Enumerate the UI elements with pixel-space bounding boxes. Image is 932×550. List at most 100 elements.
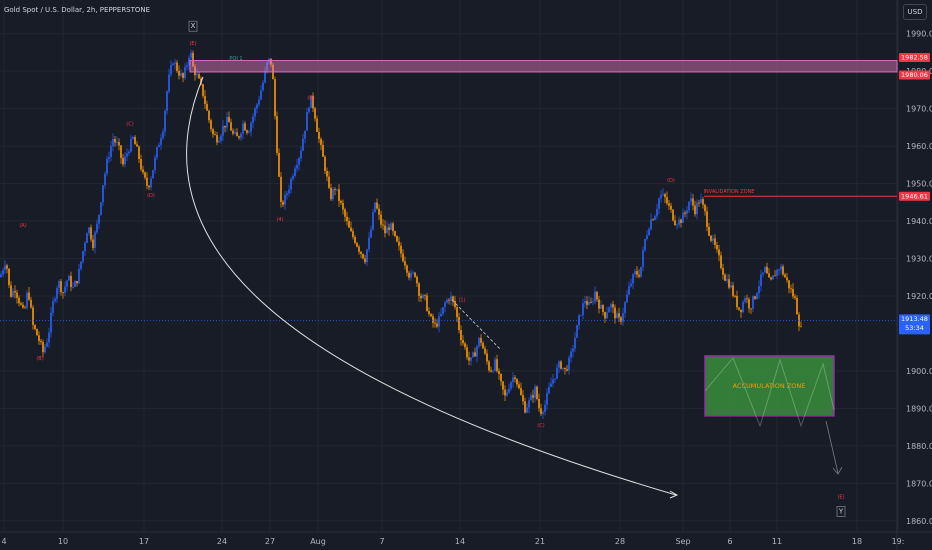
y-tick-label: 1920.00 — [906, 292, 932, 301]
candle-body — [16, 292, 18, 298]
y-tick-label: 1940.00 — [906, 217, 932, 226]
candle-body — [40, 340, 42, 343]
candle-body — [214, 134, 216, 136]
candle-body — [220, 135, 222, 141]
candle-body — [588, 301, 590, 305]
x-tick-label: 11 — [772, 537, 782, 546]
candle-body — [392, 223, 394, 232]
candle-body — [566, 369, 568, 371]
annotation-box — [188, 20, 198, 32]
candle-body — [770, 277, 772, 280]
candle-body — [530, 395, 532, 401]
candle-body — [494, 359, 496, 371]
x-tick-label: 21 — [535, 537, 545, 546]
candle-body — [684, 212, 686, 214]
x-tick-label: Sep — [675, 537, 690, 546]
candle-body — [702, 199, 704, 205]
x-tick-label: 14 — [455, 537, 465, 546]
candle-body — [540, 408, 542, 414]
candle-body — [112, 138, 114, 147]
candle-body — [664, 194, 666, 198]
candle-body — [42, 342, 44, 353]
candle-body — [576, 325, 578, 338]
candle-body — [560, 361, 562, 369]
candles — [0, 49, 802, 420]
candle-body — [326, 170, 328, 177]
candle-body — [682, 212, 684, 223]
candle-body — [176, 62, 178, 71]
candle-body — [108, 157, 110, 159]
candle-body — [608, 307, 610, 313]
candle-body — [536, 386, 538, 399]
candle-body — [136, 144, 138, 147]
candle-body — [142, 169, 144, 173]
zone-arrowhead — [832, 466, 843, 475]
price-label: 1946.61 — [901, 192, 928, 200]
x-tick-label: 24 — [217, 537, 227, 546]
candle-body — [206, 104, 208, 111]
candle-body — [510, 381, 512, 389]
annotation-invalidation: INVALIDATION ZONE — [704, 189, 755, 195]
candle-body — [714, 238, 716, 246]
candle-body — [506, 392, 508, 396]
annotation-wave-c-low: (C) — [537, 423, 544, 429]
candle-body — [756, 293, 758, 299]
candle-body — [514, 377, 516, 380]
candle-body — [276, 116, 278, 153]
candle-body — [180, 73, 182, 76]
candle-body — [538, 398, 540, 409]
candle-body — [60, 281, 62, 293]
candle-body — [368, 237, 370, 250]
candle-body — [90, 227, 92, 240]
candle-body — [222, 125, 224, 136]
candle-body — [122, 157, 124, 165]
candle-body — [64, 286, 66, 293]
annotation-poi: POI 1 — [229, 56, 242, 62]
candle-body — [720, 255, 722, 269]
candle-body — [144, 172, 146, 178]
candle-body — [580, 315, 582, 317]
candle-body — [612, 304, 614, 308]
candle-body — [336, 189, 338, 191]
candle-body — [640, 266, 642, 277]
candle-body — [570, 351, 572, 358]
candle-body — [32, 307, 34, 326]
candle-body — [520, 388, 522, 396]
candle-body — [780, 266, 782, 270]
candle-body — [264, 70, 266, 83]
candle-body — [48, 332, 50, 343]
price-label: 1982.58 — [901, 54, 928, 62]
annotation-wave-b-left: (B) — [36, 356, 43, 362]
candle-body — [98, 214, 100, 224]
candle-body — [754, 296, 756, 299]
candle-body — [92, 239, 94, 248]
candle-body — [448, 299, 450, 301]
candle-body — [270, 58, 272, 65]
candle-body — [274, 79, 276, 117]
candle-body — [284, 194, 286, 205]
candle-body — [10, 285, 12, 297]
candle-body — [300, 150, 302, 159]
currency-button[interactable]: USD — [903, 4, 927, 20]
candle-body — [776, 269, 778, 276]
candle-body — [716, 245, 718, 250]
candle-body — [310, 95, 312, 108]
candle-body — [648, 229, 650, 236]
candle-body — [52, 301, 54, 313]
candle-body — [746, 298, 748, 300]
time-axis[interactable]: 4 10 17 24 27 Aug 7 14 21 28 Sep 6 11 18 19: — [1, 537, 904, 546]
candle-body — [406, 265, 408, 273]
candle-body — [244, 123, 246, 131]
y-tick-label: 1860.00 — [906, 517, 932, 526]
candle-body — [280, 176, 282, 202]
candle-body — [238, 136, 240, 138]
candle-body — [772, 275, 774, 280]
candle-body — [460, 330, 462, 341]
candle-body — [46, 342, 48, 347]
candle-body — [748, 299, 750, 309]
annotations: X (E) POI 1 (C) (D) (A) (B) (B) (4) (1) (C) (D) INVA… — [19, 20, 846, 517]
candle-body — [692, 198, 694, 206]
candle-body — [508, 388, 510, 393]
